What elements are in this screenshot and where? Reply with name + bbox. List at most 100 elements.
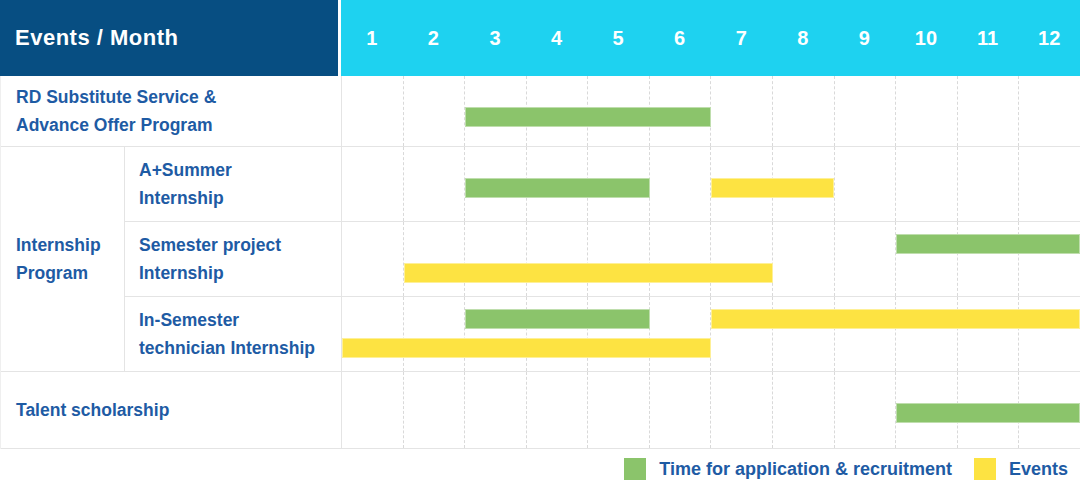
month-gridline-column xyxy=(835,76,897,146)
gantt-bar-application xyxy=(896,403,1080,423)
group-label-line: Program xyxy=(16,259,124,287)
month-gridlines xyxy=(342,76,1080,146)
group-subrows: A+Summer Internship Semester project Int… xyxy=(125,147,1080,371)
legend-swatch-green xyxy=(624,458,646,480)
table-row-rd-substitute: RD Substitute Service & Advance Offer Pr… xyxy=(1,76,1080,147)
month-header-row: 123456789101112 xyxy=(341,0,1080,76)
gantt-bar-events xyxy=(342,338,711,358)
group-label-internship-program: Internship Program xyxy=(1,147,125,371)
month-gridline-column xyxy=(711,222,773,296)
row-label-line: Internship xyxy=(139,184,335,212)
table-body: RD Substitute Service & Advance Offer Pr… xyxy=(0,76,1080,449)
month-header-8: 8 xyxy=(772,0,834,76)
chart-row-talent-scholarship xyxy=(342,372,1080,448)
gantt-bar-application xyxy=(896,234,1080,254)
events-schedule-table: Events / Month 123456789101112 RD Substi… xyxy=(0,0,1080,449)
month-gridline-column xyxy=(896,147,958,221)
month-gridline-column xyxy=(465,372,527,448)
table-row-talent-scholarship: Talent scholarship xyxy=(1,372,1080,449)
row-label-line: Talent scholarship xyxy=(16,396,333,424)
month-gridline-column xyxy=(835,372,897,448)
month-gridline-column xyxy=(342,147,404,221)
row-label-line: Internship xyxy=(139,259,335,287)
row-label-line: A+Summer xyxy=(139,156,335,184)
row-label-line: Advance Offer Program xyxy=(16,111,333,139)
gantt-bar-application xyxy=(465,107,711,127)
month-gridline-column xyxy=(896,76,958,146)
row-label-line: technician Internship xyxy=(139,334,335,362)
row-label-line: RD Substitute Service & xyxy=(16,83,333,111)
month-gridline-column xyxy=(588,372,650,448)
legend-swatch-yellow xyxy=(974,458,996,480)
month-header-2: 2 xyxy=(403,0,465,76)
month-gridline-column xyxy=(650,222,712,296)
row-label-in-semester: In-Semester technician Internship xyxy=(125,297,342,371)
month-header-1: 1 xyxy=(341,0,403,76)
month-header-3: 3 xyxy=(464,0,526,76)
month-header-11: 11 xyxy=(957,0,1019,76)
month-gridline-column xyxy=(958,147,1020,221)
month-gridline-column xyxy=(404,76,466,146)
month-gridline-column xyxy=(958,76,1020,146)
legend-item-events: Events xyxy=(974,458,1068,480)
row-label-talent-scholarship: Talent scholarship xyxy=(1,372,342,448)
legend: Time for application & recruitment Event… xyxy=(624,458,1068,480)
month-gridline-column xyxy=(588,222,650,296)
chart-row-semester-project xyxy=(342,222,1080,296)
legend-item-application: Time for application & recruitment xyxy=(624,458,952,480)
group-label-line: Internship xyxy=(16,231,124,259)
legend-label-events: Events xyxy=(1009,459,1068,480)
gantt-schedule-page: { "title_cell": "Events / Month", "month… xyxy=(0,0,1080,494)
month-gridline-column xyxy=(650,372,712,448)
chart-row-rd-substitute xyxy=(342,76,1080,146)
table-row-semester-project: Semester project Internship xyxy=(125,222,1080,297)
row-label-semester-project: Semester project Internship xyxy=(125,222,342,296)
month-gridline-column xyxy=(773,222,835,296)
month-header-6: 6 xyxy=(649,0,711,76)
table-group-internship-program: Internship Program A+Summer Internship S… xyxy=(1,147,1080,372)
month-gridline-column xyxy=(773,372,835,448)
row-label-rd-substitute: RD Substitute Service & Advance Offer Pr… xyxy=(1,76,342,146)
month-gridline-column xyxy=(773,76,835,146)
month-header-10: 10 xyxy=(895,0,957,76)
row-label-line: Semester project xyxy=(139,231,335,259)
gantt-bar-events xyxy=(711,178,834,198)
month-gridline-column xyxy=(527,222,589,296)
table-header-row: Events / Month 123456789101112 xyxy=(0,0,1080,76)
month-gridline-column xyxy=(711,76,773,146)
month-gridline-column xyxy=(1019,147,1080,221)
month-gridline-column xyxy=(404,222,466,296)
chart-row-a-summer xyxy=(342,147,1080,221)
table-row-a-summer: A+Summer Internship xyxy=(125,147,1080,222)
month-gridline-column xyxy=(711,372,773,448)
month-header-4: 4 xyxy=(526,0,588,76)
month-gridline-column xyxy=(404,147,466,221)
month-gridline-column xyxy=(527,372,589,448)
month-header-12: 12 xyxy=(1018,0,1080,76)
month-header-9: 9 xyxy=(834,0,896,76)
month-gridline-column xyxy=(342,297,404,371)
month-gridline-column xyxy=(835,222,897,296)
month-gridline-column xyxy=(650,147,712,221)
month-gridline-column xyxy=(404,372,466,448)
month-gridline-column xyxy=(342,222,404,296)
gantt-bar-events xyxy=(404,263,773,283)
month-header-5: 5 xyxy=(587,0,649,76)
month-header-7: 7 xyxy=(710,0,772,76)
gantt-bar-application xyxy=(465,309,650,329)
events-month-header-cell: Events / Month xyxy=(0,0,341,76)
month-gridline-column xyxy=(342,76,404,146)
row-label-line: In-Semester xyxy=(139,306,335,334)
month-gridline-column xyxy=(404,297,466,371)
gantt-bar-application xyxy=(465,178,650,198)
month-gridline-column xyxy=(650,297,712,371)
month-gridline-column xyxy=(835,147,897,221)
legend-label-application: Time for application & recruitment xyxy=(659,459,952,480)
month-gridline-column xyxy=(342,372,404,448)
gantt-bar-events xyxy=(711,309,1080,329)
table-row-in-semester: In-Semester technician Internship xyxy=(125,297,1080,371)
row-label-a-summer: A+Summer Internship xyxy=(125,147,342,221)
month-gridline-column xyxy=(465,222,527,296)
chart-row-in-semester xyxy=(342,297,1080,371)
month-gridline-column xyxy=(1019,76,1080,146)
